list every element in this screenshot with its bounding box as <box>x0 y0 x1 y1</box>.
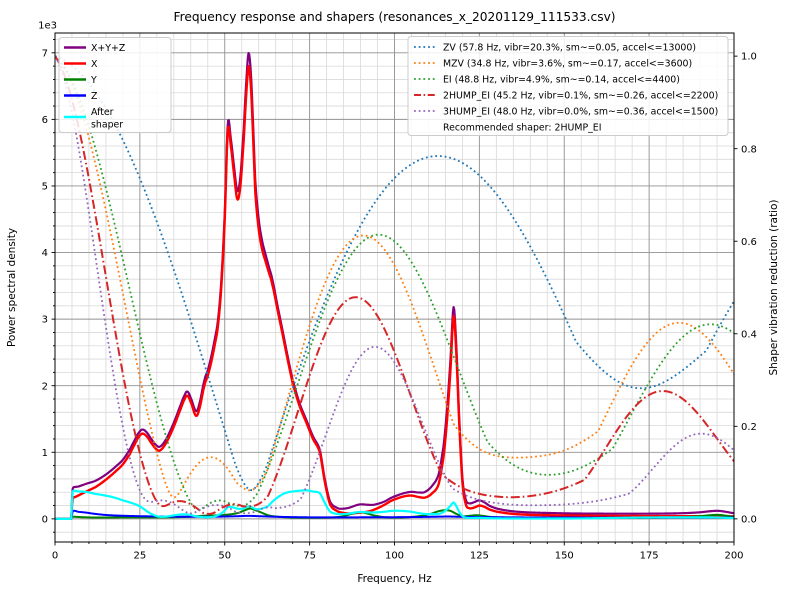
curve-shaper-mzv <box>55 55 734 499</box>
y-axis-offset-text: 1e3 <box>38 21 57 32</box>
legend-shaper-label: ZV (57.8 Hz, vibr=20.3%, sm~=0.05, accel… <box>443 42 696 53</box>
tick-labels-layer: 0 25 50 75 100 125 150 175 200 0 1 2 3 4 5 6 7 0.0 0.2 0.4 0… <box>42 48 757 561</box>
y-right-tick-label: 1.0 <box>741 52 757 63</box>
y-right-tick-label: 0.0 <box>741 514 757 525</box>
x-axis-label: Frequency, Hz <box>357 573 432 585</box>
y-right-tick-label: 0.4 <box>741 329 757 340</box>
legend-psd-label: X+Y+Z <box>91 43 125 54</box>
y-right-tick-label: 0.2 <box>741 422 757 433</box>
x-tick-label: 200 <box>724 551 743 562</box>
x-tick-label: 100 <box>385 551 404 562</box>
legend-recommended-shaper-label: Recommended shaper: 2HUMP_EI <box>443 122 602 133</box>
x-tick-label: 175 <box>640 551 659 562</box>
legend-psd-label: shaper <box>91 119 123 130</box>
curve-psd-after-shaper <box>55 489 734 520</box>
y-right-tick-label: 0.6 <box>741 237 757 248</box>
y-left-tick-label: 0 <box>42 514 48 525</box>
curve-psd-x <box>55 64 734 521</box>
legend-psd-label: Y <box>90 75 97 86</box>
x-tick-label: 125 <box>470 551 489 562</box>
legend-shaper-label: 2HUMP_EI (45.2 Hz, vibr=0.1%, sm~=0.26, … <box>443 90 718 101</box>
legend-psd-box <box>58 37 172 133</box>
curves-layer <box>55 51 734 521</box>
chart-title: Frequency response and shapers (resonanc… <box>173 10 615 24</box>
y-right-tick-label: 0.8 <box>741 144 757 155</box>
y-left-tick-label: 2 <box>42 381 48 392</box>
y-left-tick-label: 5 <box>42 182 48 193</box>
curve-shaper-3hump_ei <box>55 55 734 515</box>
curve-psd-x-y-z <box>55 51 734 520</box>
legend-shaper-label: EI (48.8 Hz, vibr=4.9%, sm~=0.14, accel<… <box>443 74 680 85</box>
y-left-tick-label: 3 <box>42 315 48 326</box>
curve-shaper-2hump_ei <box>55 55 734 515</box>
x-tick-label: 150 <box>555 551 574 562</box>
legend-psd-label: Z <box>91 91 97 102</box>
y-left-tick-label: 6 <box>42 115 48 126</box>
y-axis-label-left: Power spectral density <box>6 228 18 347</box>
legend-shapers-box <box>407 36 729 136</box>
legend-shaper-label: 3HUMP_EI (48.0 Hz, vibr=0.0%, sm~=0.36, … <box>443 106 718 117</box>
y-axis-label-right: Shaper vibration reduction (ratio) <box>768 199 780 375</box>
x-tick-label: 75 <box>303 551 316 562</box>
legend-psd-label: X <box>91 59 98 70</box>
y-left-tick-label: 7 <box>42 48 48 59</box>
legend-shapers: ZV (57.8 Hz, vibr=20.3%, sm~=0.05, accel… <box>407 36 729 136</box>
y-left-tick-label: 4 <box>42 248 48 259</box>
ticks-layer <box>51 39 738 546</box>
legend-shaper-label: MZV (34.8 Hz, vibr=3.6%, sm~=0.17, accel… <box>443 58 692 69</box>
x-tick-label: 25 <box>134 551 147 562</box>
legend-psd-label: After <box>91 107 114 118</box>
y-left-tick-label: 1 <box>42 448 48 459</box>
x-tick-label: 50 <box>218 551 231 562</box>
curve-shaper-ei <box>55 55 734 511</box>
x-tick-label: 0 <box>52 551 58 562</box>
